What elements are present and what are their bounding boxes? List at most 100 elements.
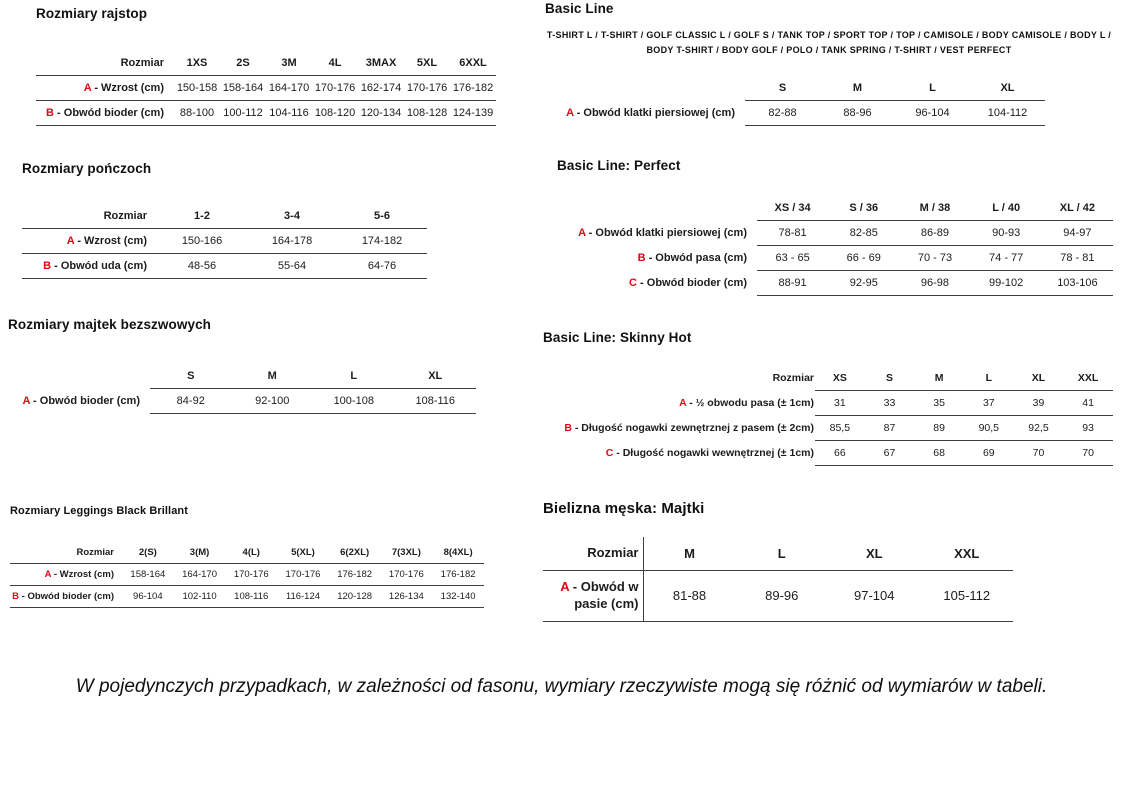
size-column-header: L	[895, 75, 970, 101]
size-column-header: L	[735, 537, 828, 571]
measurement-letter: C	[605, 447, 614, 459]
size-column-header: 3(M)	[173, 542, 226, 564]
size-value: 88-100	[174, 100, 220, 126]
size-value: 88-96	[820, 100, 895, 126]
measurement-row: B - Obwód bioder (cm) 96-104 102-110 108-11…	[10, 585, 484, 608]
size-table-majtki-meskie: Rozmiar M L XL XXL A - Obwód w pasie (cm) 81-8…	[543, 537, 1013, 622]
size-value: 74 - 77	[970, 245, 1042, 271]
size-value: 96-104	[122, 585, 174, 608]
header-row: S M L XL	[8, 364, 476, 389]
size-value: 108-128	[404, 100, 450, 126]
measurement-label: A - Wzrost (cm)	[36, 75, 174, 101]
size-value: 164-170	[173, 563, 226, 586]
size-value: 132-140	[432, 585, 484, 608]
size-column-header: XS / 34	[757, 196, 829, 221]
measurement-label: A - ½ obwodu pasa (± 1cm)	[679, 397, 814, 409]
size-value: 170-176	[380, 563, 433, 586]
corner-label	[8, 364, 150, 389]
size-column-header: M	[231, 364, 313, 389]
measurement-letter: B	[637, 252, 646, 264]
measurement-letter: C	[629, 277, 637, 289]
size-value: 67	[864, 440, 915, 466]
size-value: 39	[1013, 390, 1064, 416]
section-title: Rozmiary rajstop	[36, 6, 148, 21]
size-value: 150-158	[174, 75, 220, 101]
section-leggings-black-brillant: Rozmiary Leggings Black Brillant Rozmiar…	[10, 505, 484, 608]
header-row: Rozmiar 1XS 2S 3M 4L 3MAX 5XL 6XXL	[36, 51, 496, 76]
size-value: 89	[914, 415, 964, 441]
size-column-header: XS	[815, 366, 865, 391]
size-value: 78 - 81	[1041, 245, 1113, 271]
size-column-header: 5XL	[404, 51, 450, 76]
size-value: 105-112	[920, 570, 1013, 622]
size-value: 96-98	[899, 270, 971, 296]
measurement-label: B - Obwód uda (cm)	[22, 253, 157, 279]
size-value: 55-64	[247, 253, 337, 279]
corner-label	[557, 196, 757, 221]
size-value: 92-100	[231, 388, 313, 414]
corner-label: Rozmiar	[543, 537, 644, 571]
corner-label: Rozmiar	[22, 204, 157, 229]
size-value: 48-56	[157, 253, 247, 279]
size-column-header: 8(4XL)	[432, 542, 484, 564]
size-value: 66	[815, 440, 865, 466]
size-column-header: 4L	[312, 51, 358, 76]
size-value: 176-182	[432, 563, 484, 586]
size-value: 108-116	[225, 585, 278, 608]
size-value: 88-91	[757, 270, 829, 296]
corner-label: Rozmiar	[36, 51, 174, 76]
size-column-header: XL / 42	[1041, 196, 1113, 221]
measurement-letter: A	[66, 235, 75, 247]
size-value: 66 - 69	[828, 245, 900, 271]
section-basic-line-perfect: Basic Line: Perfect XS / 34 S / 36 M / 38 L…	[557, 158, 1113, 296]
size-value: 86-89	[899, 220, 971, 246]
size-value: 63 - 65	[757, 245, 829, 271]
size-value: 158-164	[122, 563, 174, 586]
size-column-header: 5(XL)	[277, 542, 329, 564]
size-column-header: M / 38	[899, 196, 971, 221]
size-table-perfect: XS / 34 S / 36 M / 38 L / 40 XL / 42 A - Obwó…	[557, 196, 1113, 296]
size-value: 87	[864, 415, 915, 441]
size-column-header: 2S	[220, 51, 266, 76]
measurement-row: B - Obwód pasa (cm) 63 - 65 66 - 69 70 - 73…	[557, 245, 1113, 271]
header-row: Rozmiar 2(S) 3(M) 4(L) 5(XL) 6(2XL) 7(3XL) 8(4X…	[10, 542, 484, 564]
size-value: 116-124	[277, 585, 329, 608]
measurement-label: A - Obwód w pasie (cm)	[543, 570, 644, 622]
size-value: 104-116	[266, 100, 312, 126]
size-value: 35	[914, 390, 964, 416]
measurement-row: A - Obwód w pasie (cm) 81-88 89-96 97-104 10…	[543, 570, 1013, 622]
product-list-subtitle: T-SHIRT L / T-SHIRT / GOLF CLASSIC L / G…	[546, 30, 1112, 56]
section-title: Rozmiary pończoch	[22, 161, 152, 176]
section-basic-line: Basic Line T-SHIRT L / T-SHIRT / GOLF CL…	[545, 1, 1113, 126]
size-value: 170-176	[225, 563, 278, 586]
measurement-label: A - Wzrost (cm)	[10, 563, 122, 586]
section-title: Bielizna męska: Majtki	[543, 500, 705, 517]
size-column-header: 2(S)	[122, 542, 174, 564]
size-value: 31	[815, 390, 865, 416]
size-value: 162-174	[358, 75, 404, 101]
size-value: 124-139	[450, 100, 496, 126]
size-value: 78-81	[757, 220, 829, 246]
size-value: 108-120	[312, 100, 358, 126]
size-value: 70 - 73	[899, 245, 971, 271]
size-value: 99-102	[970, 270, 1042, 296]
size-table-basic-line: S M L XL A - Obwód klatki piersiowej (cm) 82-…	[545, 75, 1045, 126]
size-column-header: 6XXL	[450, 51, 496, 76]
measurement-row: C - Długość nogawki wewnętrznej (± 1cm) 6…	[543, 440, 1113, 466]
measurement-letter: B	[43, 260, 52, 272]
size-value: 89-96	[735, 570, 828, 622]
size-column-header: S	[150, 364, 232, 389]
section-title: Basic Line	[545, 1, 614, 16]
measurement-row: A - Wzrost (cm) 150-158 158-164 164-170 170-…	[36, 75, 496, 101]
section-rozmiary-ponczoch: Rozmiary pończoch Rozmiar 1-2 3-4 5-6 A - Wz…	[22, 161, 427, 279]
measurement-row: B - Obwód bioder (cm) 88-100 100-112 104-11…	[36, 100, 496, 126]
measurement-label: A - Obwód klatki piersiowej (cm)	[566, 106, 735, 119]
size-column-header: M	[914, 366, 964, 391]
size-column-header: S / 36	[828, 196, 900, 221]
measurement-label: A - Obwód klatki piersiowej (cm)	[578, 227, 747, 239]
size-column-header: XL	[1013, 366, 1064, 391]
measurement-row: A - Wzrost (cm) 150-166 164-178 174-182	[22, 228, 427, 254]
size-value: 93	[1063, 415, 1113, 441]
size-value: 33	[864, 390, 915, 416]
